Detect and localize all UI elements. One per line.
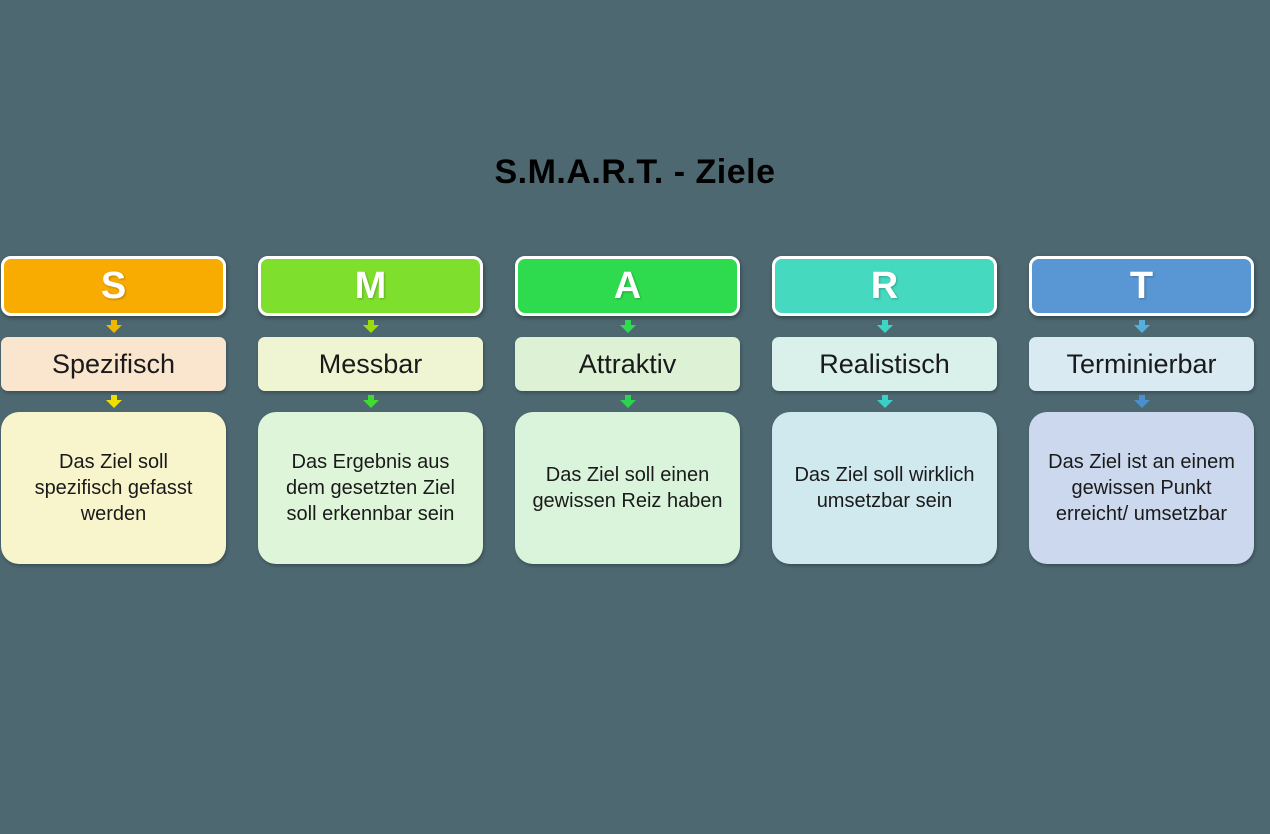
description-text: Das Ziel ist an einem gewissen Punkt err…: [1048, 451, 1235, 525]
label-box: Spezifisch: [1, 337, 226, 391]
description-box: Das Ziel ist an einem gewissen Punkt err…: [1029, 412, 1254, 564]
label-text: Messbar: [318, 348, 423, 379]
smart-column-s: S Spezifisch Das Ziel soll spezifisch ge…: [1, 256, 226, 564]
header-letter: T: [1129, 264, 1154, 307]
header-box-t: T: [1029, 256, 1254, 316]
down-arrow-icon: [876, 320, 893, 333]
description-box: Das Ziel soll wirklich umsetzbar sein: [772, 412, 997, 564]
description-text: Das Ziel soll einen gewissen Reiz haben: [532, 464, 723, 512]
header-box-a: A: [515, 256, 740, 316]
smart-column-r: R Realistisch Das Ziel soll wirklich ums…: [772, 256, 997, 564]
down-arrow-icon: [876, 395, 893, 408]
smart-column-a: A Attraktiv Das Ziel soll einen gewissen…: [515, 256, 740, 564]
description-box: Das Ziel soll spezifisch gefasst werden: [1, 412, 226, 564]
header-box-m: M: [258, 256, 483, 316]
description-text: Das Ziel soll wirklich umsetzbar sein: [794, 464, 975, 512]
label-box: Realistisch: [772, 337, 997, 391]
smart-column-t: T Terminierbar Das Ziel ist an einem gew…: [1029, 256, 1254, 564]
header-letter: S: [100, 264, 127, 307]
description-box: Das Ziel soll einen gewissen Reiz haben: [515, 412, 740, 564]
diagram-title: S.M.A.R.T. - Ziele: [494, 153, 776, 191]
down-arrow-icon: [105, 320, 122, 333]
down-arrow-icon: [362, 320, 379, 333]
down-arrow-icon: [619, 320, 636, 333]
down-arrow-icon: [619, 395, 636, 408]
label-box: Terminierbar: [1029, 337, 1254, 391]
down-arrow-icon: [1133, 320, 1150, 333]
header-box-s: S: [1, 256, 226, 316]
columns-row: S Spezifisch Das Ziel soll spezifisch ge…: [1, 256, 1254, 564]
down-arrow-icon: [105, 395, 122, 408]
header-letter: A: [613, 264, 642, 307]
down-arrow-icon: [362, 395, 379, 408]
label-box: Attraktiv: [515, 337, 740, 391]
header-letter: R: [870, 264, 899, 307]
description-text: Das Ziel soll spezifisch gefasst werden: [34, 451, 193, 525]
label-text: Spezifisch: [51, 348, 176, 379]
description-text: Das Ergebnis aus dem gesetzten Ziel soll…: [286, 451, 455, 525]
down-arrow-icon: [1133, 395, 1150, 408]
label-text: Terminierbar: [1066, 348, 1217, 379]
label-text: Realistisch: [819, 348, 950, 379]
label-text: Attraktiv: [578, 348, 677, 379]
description-box: Das Ergebnis aus dem gesetzten Ziel soll…: [258, 412, 483, 564]
header-letter: M: [354, 264, 387, 307]
label-box: Messbar: [258, 337, 483, 391]
header-box-r: R: [772, 256, 997, 316]
smart-column-m: M Messbar Das Ergebnis aus dem gesetzten…: [258, 256, 483, 564]
